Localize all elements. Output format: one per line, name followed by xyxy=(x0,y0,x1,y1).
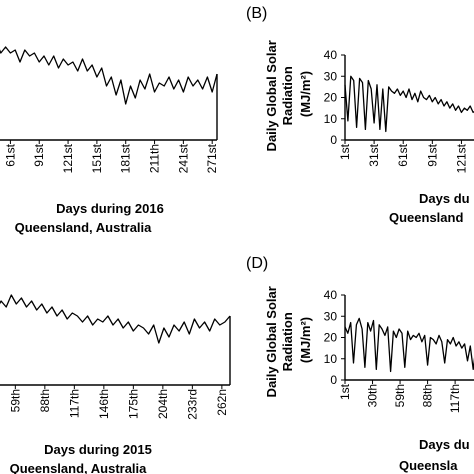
panel-d-label: (D) xyxy=(246,255,268,272)
panel-a-x-tick-label: 241st xyxy=(176,143,190,173)
panel-d-x-tick-label: 59th xyxy=(393,384,407,407)
panel-b-y-tick-label: 30 xyxy=(324,69,338,83)
panel-b-label: (B) xyxy=(246,5,267,22)
panel-c-x-tick-label: 262n xyxy=(215,389,229,416)
panel-b-subtitle: Queensland xyxy=(389,210,463,225)
panel-c-subtitle: Queensland, Australia xyxy=(10,461,148,474)
panel-a-x-tick-label: 211th xyxy=(148,144,162,173)
panel-a-x-tick-label: 271st xyxy=(205,143,219,173)
panel-a-plot-area: 61st 91st 121st 151st 181st 211th 241st 271st xyxy=(0,46,219,173)
panel-a-x-tick-label: 121st xyxy=(61,143,75,173)
panel-b-y-tick-label: 0 xyxy=(330,133,337,147)
panel-a-x-tick-label: 91st xyxy=(32,143,46,166)
panel-a: 61st 91st 121st 151st 181st 211th 241st 271st D… xyxy=(0,46,219,235)
panel-c: 59th 88th 117th 146th 175th 204th 233rd 262n Da… xyxy=(0,294,231,474)
panel-b-x-tick-label: 1st xyxy=(338,143,352,160)
panel-b-y-tick-label: 40 xyxy=(324,48,338,62)
panel-d-y-axis-label: Daily Global Solar Radiation (MJ/m²) xyxy=(264,283,313,398)
panel-d-x-tick-label: 30th xyxy=(366,384,380,407)
panel-a-x-tick-label: 61st xyxy=(3,143,17,166)
panel-b-x-tick-label: 61st xyxy=(396,143,410,166)
panel-d-y-tick-label: 0 xyxy=(330,373,337,387)
panel-b-y-tick-label: 20 xyxy=(324,91,338,105)
panel-d-x-axis-label: Days du xyxy=(419,437,470,452)
panel-d-y-tick-label: 30 xyxy=(324,309,338,323)
panel-b-y-tick-label: 10 xyxy=(324,112,338,126)
panel-c-x-tick-label: 175th xyxy=(126,389,140,419)
panel-d-y-tick-label: 40 xyxy=(324,288,338,302)
panel-a-x-axis-label: Days during 2016 xyxy=(56,201,164,216)
panel-a-x-tick-label: 151st xyxy=(90,143,104,173)
panel-d-y-tick-label: 10 xyxy=(324,352,338,366)
panel-d: (D) Daily Global Solar Radiation (MJ/m²)… xyxy=(246,255,474,473)
panel-d-series-line xyxy=(344,317,474,373)
panel-a-subtitle: Queensland, Australia xyxy=(15,220,153,235)
panel-c-x-tick-label: 117th xyxy=(67,389,81,418)
panel-c-x-tick-label: 204th xyxy=(156,389,170,419)
panel-d-x-tick-label: 1st xyxy=(338,383,352,400)
panel-d-x-tick-label: 88th xyxy=(421,384,435,407)
panel-a-x-tick-label: 181st xyxy=(119,143,133,173)
panel-a-series-line xyxy=(0,46,218,105)
panel-b: (B) Daily Global Solar Radiation (MJ/m²)… xyxy=(246,5,474,225)
panel-d-plot-area: 0 10 20 30 40 1st 30th 59th 88th 117th xyxy=(324,288,474,413)
panel-b-y-axis-label: Daily Global Solar Radiation (MJ/m²) xyxy=(264,37,313,152)
panel-b-x-axis-label: Days du xyxy=(419,191,470,206)
panel-d-x-tick-label: 117th xyxy=(448,384,462,413)
panel-b-series-line xyxy=(344,75,474,133)
panel-c-x-tick-label: 146th xyxy=(97,389,111,419)
panel-b-x-tick-label: 121st xyxy=(454,143,468,173)
panel-b-plot-area: 0 10 20 30 40 1st 31st 61st 91st 121st xyxy=(324,48,474,173)
panel-c-plot-area: 59th 88th 117th 146th 175th 204th 233rd 262n xyxy=(0,294,231,420)
panel-d-subtitle: Queensla xyxy=(399,458,458,473)
panel-b-x-tick-label: 31st xyxy=(367,143,381,166)
panel-c-x-tick-label: 59th xyxy=(8,389,22,412)
panel-d-y-tick-label: 20 xyxy=(324,331,338,345)
panel-b-x-tick-label: 91st xyxy=(425,143,439,166)
panel-c-x-axis-label: Days during 2015 xyxy=(44,442,152,457)
panel-c-x-tick-label: 88th xyxy=(38,389,52,412)
panel-c-x-tick-label: 233rd xyxy=(185,389,199,420)
panel-c-series-line xyxy=(0,294,231,344)
